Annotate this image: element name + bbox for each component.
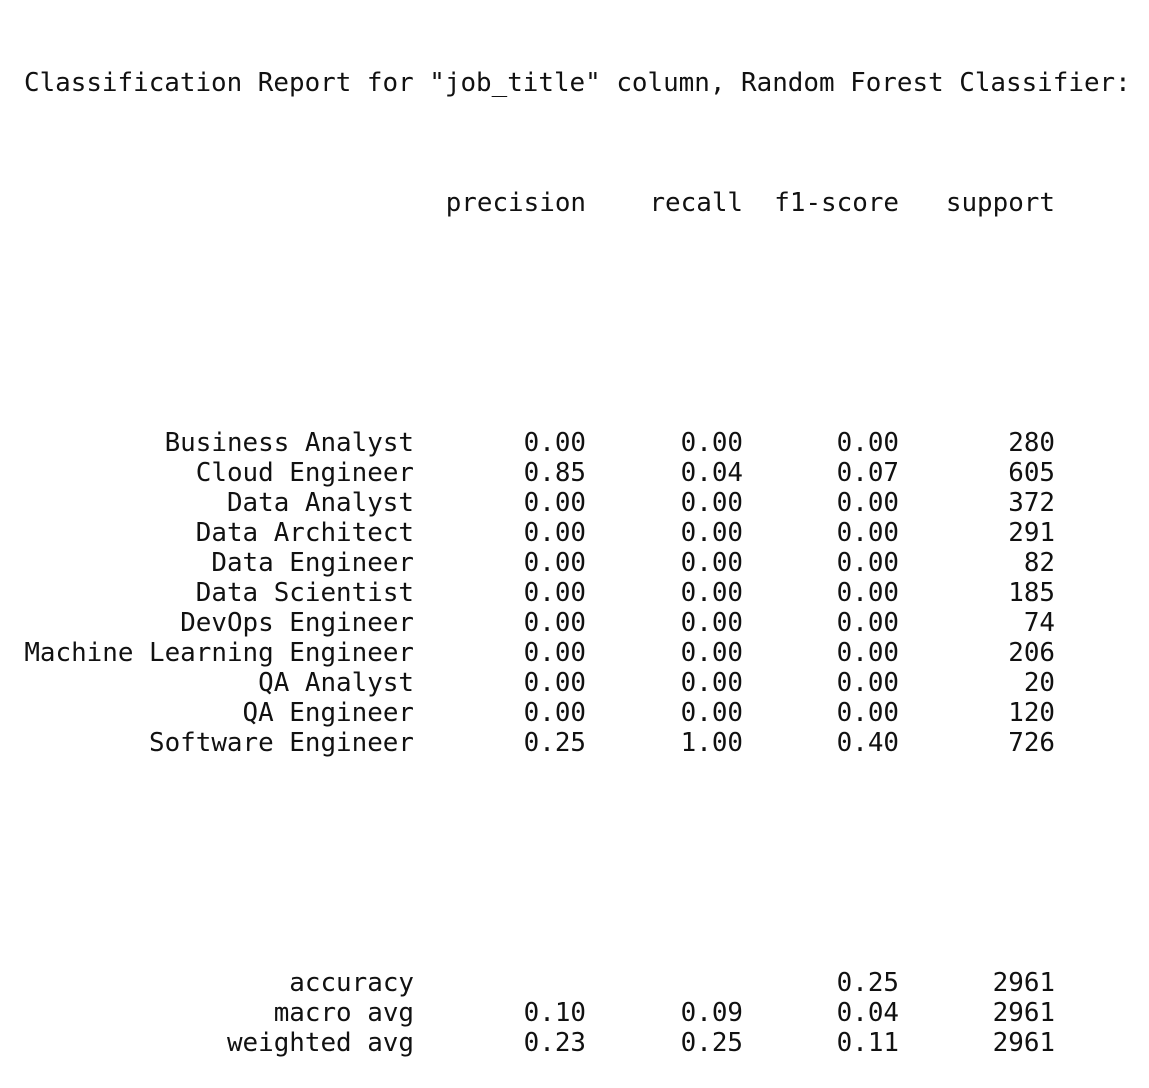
class-rows: Business Analyst 0.00 0.00 0.00 280 Cloud Eng… — [24, 428, 1131, 758]
precision-value: 0.00 — [523, 548, 586, 578]
f1-score-value: 0.40 — [836, 728, 899, 758]
recall-value: 0.00 — [680, 608, 743, 638]
row-label: Machine Learning Engineer — [24, 638, 414, 668]
support-value: 82 — [1023, 548, 1055, 578]
f1-score-value: 0.00 — [836, 608, 899, 638]
support-value: 2961 — [992, 1028, 1055, 1058]
f1-score-value: 0.00 — [836, 668, 899, 698]
recall-value: 0.00 — [680, 518, 743, 548]
row-label: Business Analyst — [164, 428, 414, 458]
row-label: QA Engineer — [242, 698, 414, 728]
f1-score-value: 0.07 — [836, 458, 899, 488]
summary-row: accuracy 0.25 2961 — [24, 968, 1131, 998]
row-label: Data Engineer — [211, 548, 414, 578]
precision-value: 0.10 — [523, 998, 586, 1028]
f1-score-value: 0.00 — [836, 698, 899, 728]
support-value: 726 — [1008, 728, 1055, 758]
class-row: QA Analyst 0.00 0.00 0.00 20 — [24, 668, 1131, 698]
recall-value: 1.00 — [680, 728, 743, 758]
support-value: 2961 — [992, 998, 1055, 1028]
precision-value: 0.00 — [523, 488, 586, 518]
summary-row: macro avg 0.10 0.09 0.04 2961 — [24, 998, 1131, 1028]
summary-row: weighted avg 0.23 0.25 0.11 2961 — [24, 1028, 1131, 1058]
recall-value: 0.00 — [680, 698, 743, 728]
recall-value: 0.00 — [680, 488, 743, 518]
header-recall: recall — [649, 188, 743, 218]
precision-value: 0.25 — [523, 728, 586, 758]
row-label: QA Analyst — [258, 668, 414, 698]
support-value: 605 — [1008, 458, 1055, 488]
f1-score-value: 0.00 — [836, 518, 899, 548]
support-value: 2961 — [992, 968, 1055, 998]
class-row: Business Analyst 0.00 0.00 0.00 280 — [24, 428, 1131, 458]
precision-value: 0.00 — [523, 518, 586, 548]
class-row: DevOps Engineer 0.00 0.00 0.00 74 — [24, 608, 1131, 638]
row-label: Software Engineer — [149, 728, 414, 758]
recall-value: 0.00 — [680, 578, 743, 608]
class-row: Data Architect 0.00 0.00 0.00 291 — [24, 518, 1131, 548]
precision-value: 0.00 — [523, 668, 586, 698]
precision-value: 0.00 — [523, 638, 586, 668]
class-row: Data Engineer 0.00 0.00 0.00 82 — [24, 548, 1131, 578]
recall-value: 0.00 — [680, 638, 743, 668]
class-row: Software Engineer 0.25 1.00 0.40 726 — [24, 728, 1131, 758]
recall-value: 0.04 — [680, 458, 743, 488]
summary-rows: accuracy 0.25 2961 macro avg 0.10 0.09 0.04 296… — [24, 968, 1131, 1058]
support-value: 74 — [1023, 608, 1055, 638]
f1-score-value: 0.00 — [836, 578, 899, 608]
class-row: Data Scientist 0.00 0.00 0.00 185 — [24, 578, 1131, 608]
blank-line — [24, 308, 1131, 338]
header-support: support — [945, 188, 1055, 218]
f1-score-value: 0.00 — [836, 638, 899, 668]
header-precision: precision — [445, 188, 586, 218]
header-label-spacer — [24, 188, 414, 218]
classification-report: Classification Report for "job_title" co… — [24, 8, 1131, 1088]
row-label: DevOps Engineer — [180, 608, 414, 638]
class-row: Cloud Engineer 0.85 0.04 0.07 605 — [24, 458, 1131, 488]
support-value: 20 — [1023, 668, 1055, 698]
report-title: Classification Report for "job_title" co… — [24, 68, 1131, 98]
recall-value: 0.00 — [680, 548, 743, 578]
support-value: 120 — [1008, 698, 1055, 728]
precision-value: 0.85 — [523, 458, 586, 488]
row-label: Data Architect — [195, 518, 414, 548]
precision-value: 0.00 — [523, 578, 586, 608]
precision-value — [414, 968, 586, 998]
precision-value: 0.00 — [523, 698, 586, 728]
row-label: Data Analyst — [226, 488, 414, 518]
class-row: Data Analyst 0.00 0.00 0.00 372 — [24, 488, 1131, 518]
row-label: weighted avg — [226, 1028, 414, 1058]
f1-score-value: 0.00 — [836, 488, 899, 518]
f1-score-value: 0.00 — [836, 548, 899, 578]
support-value: 372 — [1008, 488, 1055, 518]
recall-value: 0.00 — [680, 668, 743, 698]
class-row: Machine Learning Engineer 0.00 0.00 0.00 206 — [24, 638, 1131, 668]
header-f1-score: f1-score — [774, 188, 899, 218]
f1-score-value: 0.00 — [836, 428, 899, 458]
support-value: 206 — [1008, 638, 1055, 668]
f1-score-value: 0.04 — [836, 998, 899, 1028]
support-value: 291 — [1008, 518, 1055, 548]
support-value: 185 — [1008, 578, 1055, 608]
row-label: macro avg — [273, 998, 414, 1028]
precision-value: 0.23 — [523, 1028, 586, 1058]
recall-value: 0.25 — [680, 1028, 743, 1058]
blank-line — [24, 848, 1131, 878]
header-row: precision recall f1-score support — [24, 188, 1131, 218]
row-label: Cloud Engineer — [195, 458, 414, 488]
precision-value: 0.00 — [523, 428, 586, 458]
support-value: 280 — [1008, 428, 1055, 458]
precision-value: 0.00 — [523, 608, 586, 638]
recall-value: 0.00 — [680, 428, 743, 458]
row-label: Data Scientist — [195, 578, 414, 608]
row-label: accuracy — [289, 968, 414, 998]
f1-score-value: 0.25 — [836, 968, 899, 998]
f1-score-value: 0.11 — [836, 1028, 899, 1058]
recall-value: 0.09 — [680, 998, 743, 1028]
recall-value — [586, 968, 743, 998]
class-row: QA Engineer 0.00 0.00 0.00 120 — [24, 698, 1131, 728]
